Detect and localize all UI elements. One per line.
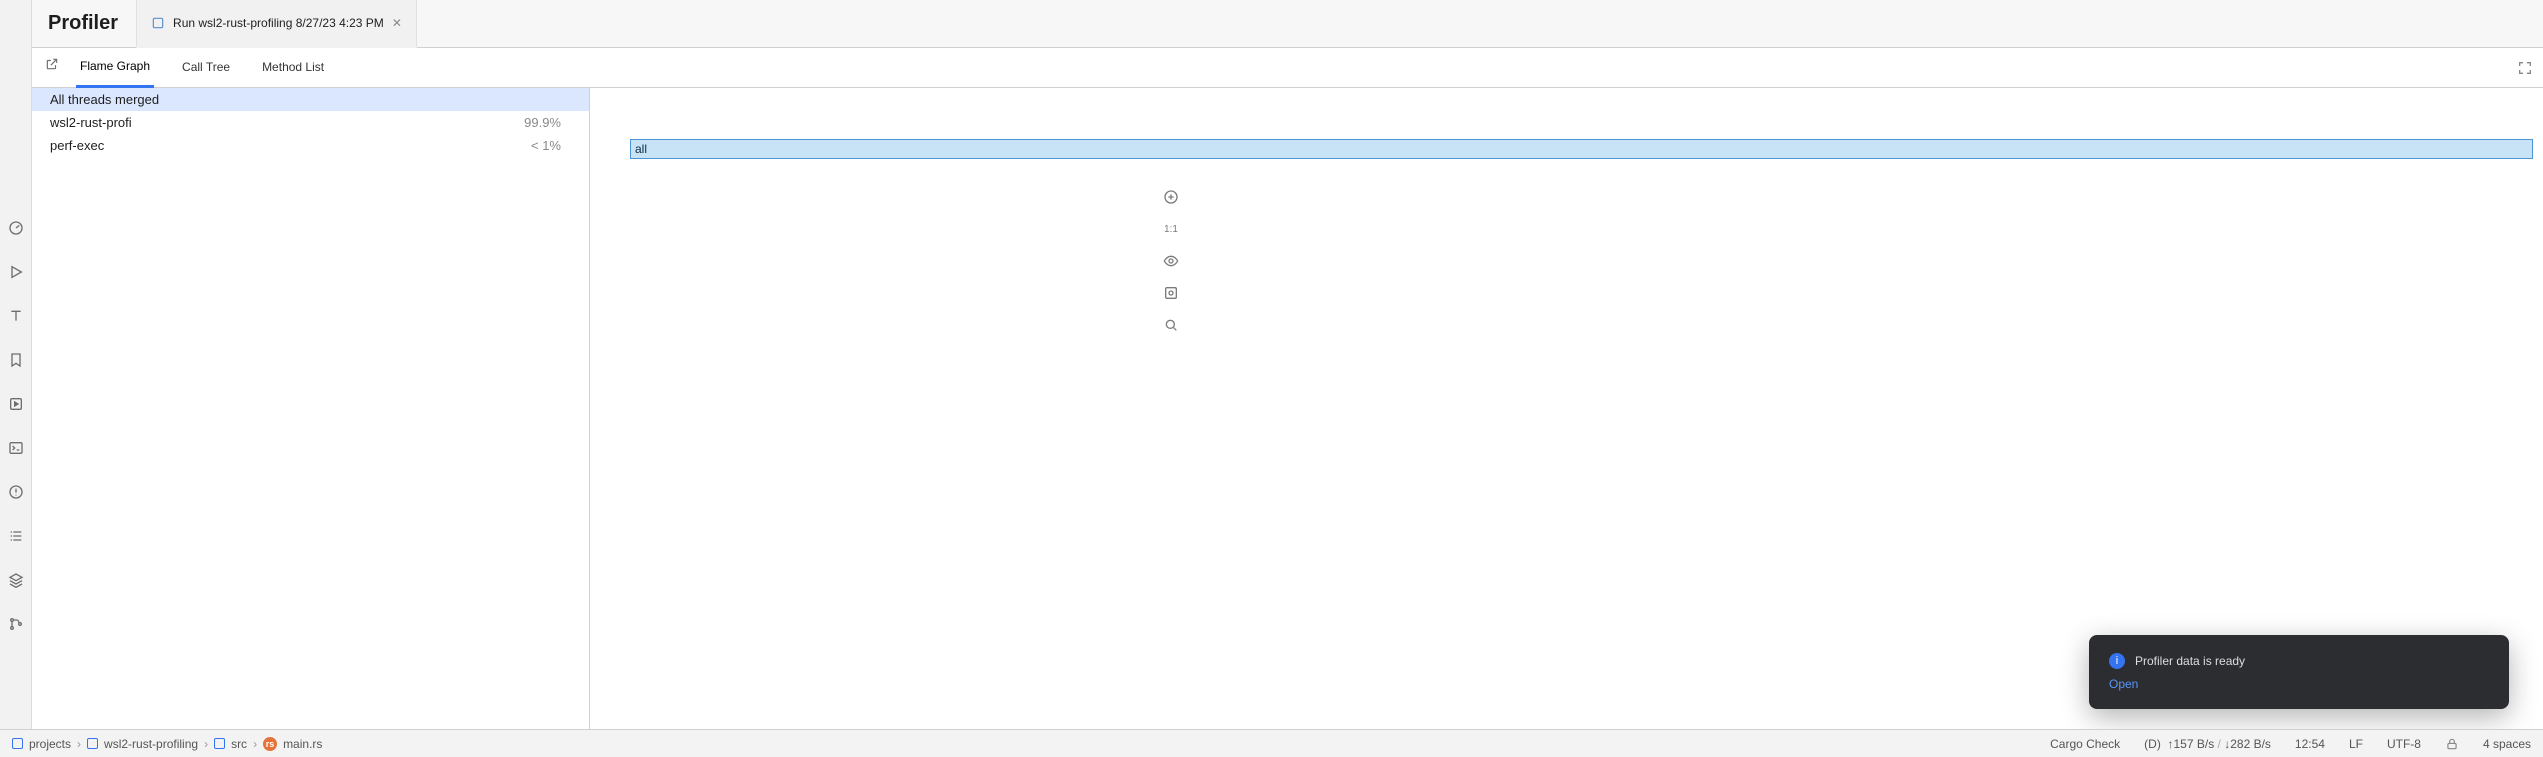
status-cursor[interactable]: 12:54 — [2295, 737, 2325, 751]
crumb-file[interactable]: main.rs — [283, 737, 322, 751]
folder-icon — [214, 738, 225, 749]
tool-title: Profiler — [48, 12, 118, 35]
thread-name: perf-exec — [50, 138, 104, 153]
play-icon[interactable] — [8, 264, 24, 280]
crumb-project[interactable]: wsl2-rust-profiling — [104, 737, 198, 751]
statusbar: projects › wsl2-rust-profiling › src › r… — [0, 729, 2543, 757]
profiler-ready-popup: i Profiler data is ready Open — [2089, 635, 2509, 709]
crumb-src[interactable]: src — [231, 737, 247, 751]
flame-frame[interactable]: all — [630, 139, 2533, 159]
git-icon[interactable] — [8, 616, 24, 632]
thread-row[interactable]: perf-exec < 1% — [32, 134, 589, 157]
terminal-icon[interactable] — [8, 440, 24, 456]
close-tab-icon[interactable]: ✕ — [392, 16, 402, 30]
external-link-icon[interactable] — [45, 57, 59, 71]
tab-methodlist[interactable]: Method List — [258, 48, 328, 88]
run-indicator-icon — [151, 16, 165, 30]
thread-pct: < 1% — [531, 138, 561, 153]
text-icon[interactable] — [8, 308, 24, 324]
rust-file-icon: rs — [263, 737, 277, 751]
thread-row[interactable]: wsl2-rust-profi 99.9% — [32, 111, 589, 134]
left-tool-rail — [0, 0, 32, 757]
status-net-up: 157 B/s — [2174, 737, 2215, 751]
popup-title: Profiler data is ready — [2135, 654, 2245, 668]
folder-icon — [87, 738, 98, 749]
bookmark-icon[interactable] — [8, 352, 24, 368]
status-cargo[interactable]: Cargo Check — [2050, 737, 2120, 751]
thread-name: wsl2-rust-profi — [50, 115, 132, 130]
thread-row[interactable]: All threads merged — [32, 88, 589, 111]
tab-flamegraph-label: Flame Graph — [80, 59, 150, 73]
run-config-icon[interactable] — [8, 396, 24, 412]
tab-calltree-label: Call Tree — [182, 60, 230, 74]
status-mem: (D) — [2144, 737, 2161, 751]
status-net-dn: 282 B/s — [2230, 737, 2271, 751]
fit-view-icon[interactable] — [2517, 60, 2533, 76]
thread-panel: All threads merged wsl2-rust-profi 99.9% pe… — [32, 88, 590, 757]
run-tab[interactable]: Run wsl2-rust-profiling 8/27/23 4:23 PM … — [136, 0, 417, 48]
run-tab-label: Run wsl2-rust-profiling 8/27/23 4:23 PM — [173, 16, 384, 30]
list-icon[interactable] — [8, 528, 24, 544]
readonly-lock-icon[interactable] — [2445, 737, 2459, 751]
layers-icon[interactable] — [8, 572, 24, 588]
breadcrumbs[interactable]: projects › wsl2-rust-profiling › src › r… — [12, 737, 322, 751]
warning-icon[interactable] — [8, 484, 24, 500]
gauge-icon[interactable] — [8, 220, 24, 236]
tab-flamegraph[interactable]: Flame Graph — [76, 48, 154, 88]
popup-open-link[interactable]: Open — [2109, 677, 2138, 691]
status-encoding[interactable]: UTF-8 — [2387, 737, 2421, 751]
tab-methodlist-label: Method List — [262, 60, 324, 74]
info-icon: i — [2109, 653, 2125, 669]
status-indent[interactable]: 4 spaces — [2483, 737, 2531, 751]
thread-pct: 99.9% — [524, 115, 561, 130]
folder-icon — [12, 738, 23, 749]
thread-name: All threads merged — [50, 92, 159, 107]
status-eol[interactable]: LF — [2349, 737, 2363, 751]
tool-tabbar: Profiler Run wsl2-rust-profiling 8/27/23… — [32, 0, 2543, 48]
crumb-projects[interactable]: projects — [29, 737, 71, 751]
tab-calltree[interactable]: Call Tree — [178, 48, 234, 88]
profiler-views-bar: Flame Graph Call Tree Method List — [32, 48, 2543, 88]
